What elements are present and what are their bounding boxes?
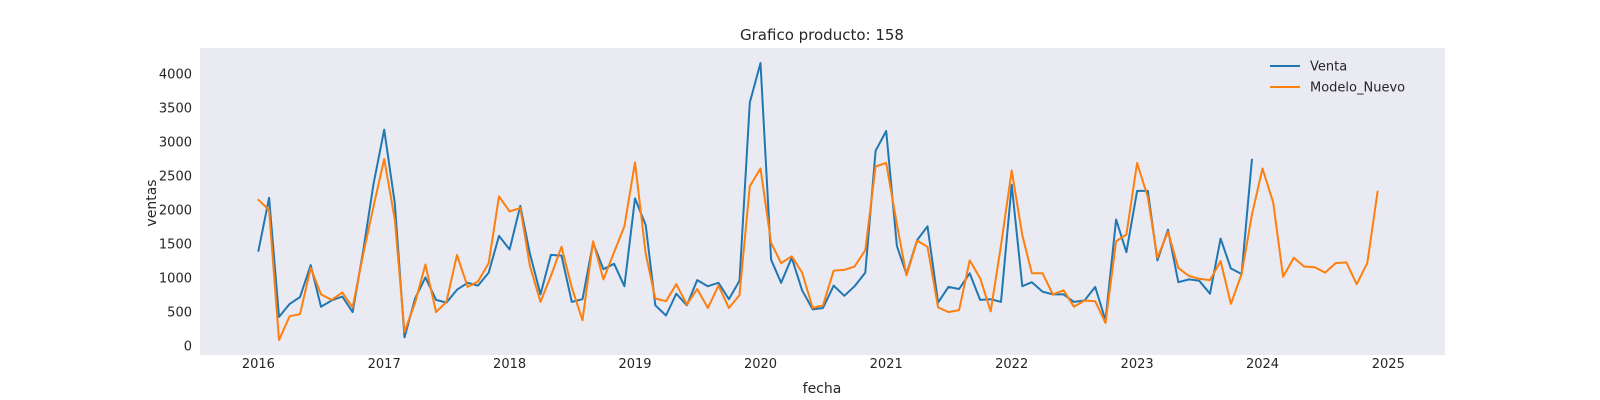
y-tick-label: 3500 [159,101,192,116]
y-tick-label: 2000 [159,204,192,219]
x-tick-label: 2018 [493,357,526,372]
x-tick-label: 2025 [1372,357,1405,372]
y-tick-label: 500 [167,306,192,321]
x-tick-label: 2017 [368,357,401,372]
y-tick-label: 3000 [159,135,192,150]
series-line-venta [257,62,1253,339]
x-tick-label: 2020 [744,357,777,372]
y-axis-ticks: 0 500 1000 1500 2000 2500 3000 3500 4000 [159,67,192,354]
x-tick-label: 2021 [870,357,903,372]
x-axis-ticks: 2016 2017 2018 2019 2020 2021 2022 2023 2024 2025 [242,357,1405,372]
x-tick-label: 2023 [1121,357,1154,372]
series-line-modelo-nuevo [257,158,1379,341]
y-tick-label: 1500 [159,238,192,253]
x-tick-label: 2016 [242,357,275,372]
chart-title: Grafico producto: 158 [740,26,904,44]
x-tick-label: 2019 [618,357,651,372]
y-tick-label: 4000 [159,67,192,82]
y-tick-label: 2500 [159,170,192,185]
x-axis-label: fecha [803,381,842,397]
x-tick-label: 2022 [995,357,1028,372]
y-tick-label: 0 [184,340,192,355]
y-tick-label: 1000 [159,272,192,287]
legend-label: Venta [1310,60,1347,75]
legend-label: Modelo_Nuevo [1310,81,1405,96]
x-tick-label: 2024 [1246,357,1279,372]
y-axis-label: ventas [144,179,160,226]
series-layer [257,62,1379,341]
legend: Venta Modelo_Nuevo [1270,60,1405,96]
